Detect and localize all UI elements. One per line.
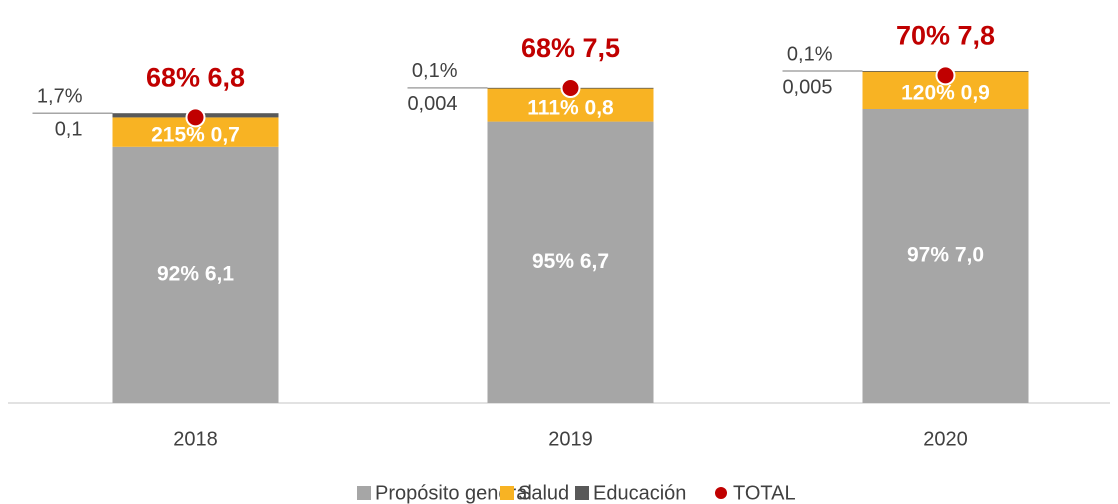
legend-marker xyxy=(715,487,727,499)
data-label: 0,1% xyxy=(787,43,833,65)
legend-label: Propósito general xyxy=(375,482,532,504)
bar-segment xyxy=(862,109,1029,403)
legend-label: Salud xyxy=(518,482,569,504)
data-label: 215% 0,7 xyxy=(151,124,240,147)
total-label: 70% 7,8 xyxy=(896,21,995,51)
data-label: 95% 6,7 xyxy=(532,250,609,273)
x-tick-label: 2018 xyxy=(173,428,218,450)
bar-segment xyxy=(112,146,279,404)
legend-label: Educación xyxy=(593,482,686,504)
total-marker xyxy=(560,78,581,98)
legend-marker xyxy=(575,486,589,500)
total-label: 68% 6,8 xyxy=(146,63,245,93)
data-label: 0,1 xyxy=(55,118,83,140)
x-tick-label: 2019 xyxy=(548,428,593,450)
data-label: 111% 0,8 xyxy=(527,96,614,119)
total-label: 68% 7,5 xyxy=(521,33,620,63)
data-label: 0,005 xyxy=(782,76,832,98)
data-label: 92% 6,1 xyxy=(157,262,234,285)
data-label: 0,004 xyxy=(407,93,457,115)
total-marker xyxy=(185,107,206,128)
data-label: 0,1% xyxy=(412,60,458,82)
total-marker xyxy=(935,65,956,86)
x-tick-label: 2020 xyxy=(923,428,968,450)
legend-label: TOTAL xyxy=(733,482,796,504)
bar-segment xyxy=(487,121,654,403)
data-label: 97% 7,0 xyxy=(907,244,984,267)
data-label: 1,7% xyxy=(37,85,83,107)
data-label: 120% 0,9 xyxy=(901,82,990,105)
legend-marker xyxy=(500,486,514,500)
legend-marker xyxy=(357,486,371,500)
